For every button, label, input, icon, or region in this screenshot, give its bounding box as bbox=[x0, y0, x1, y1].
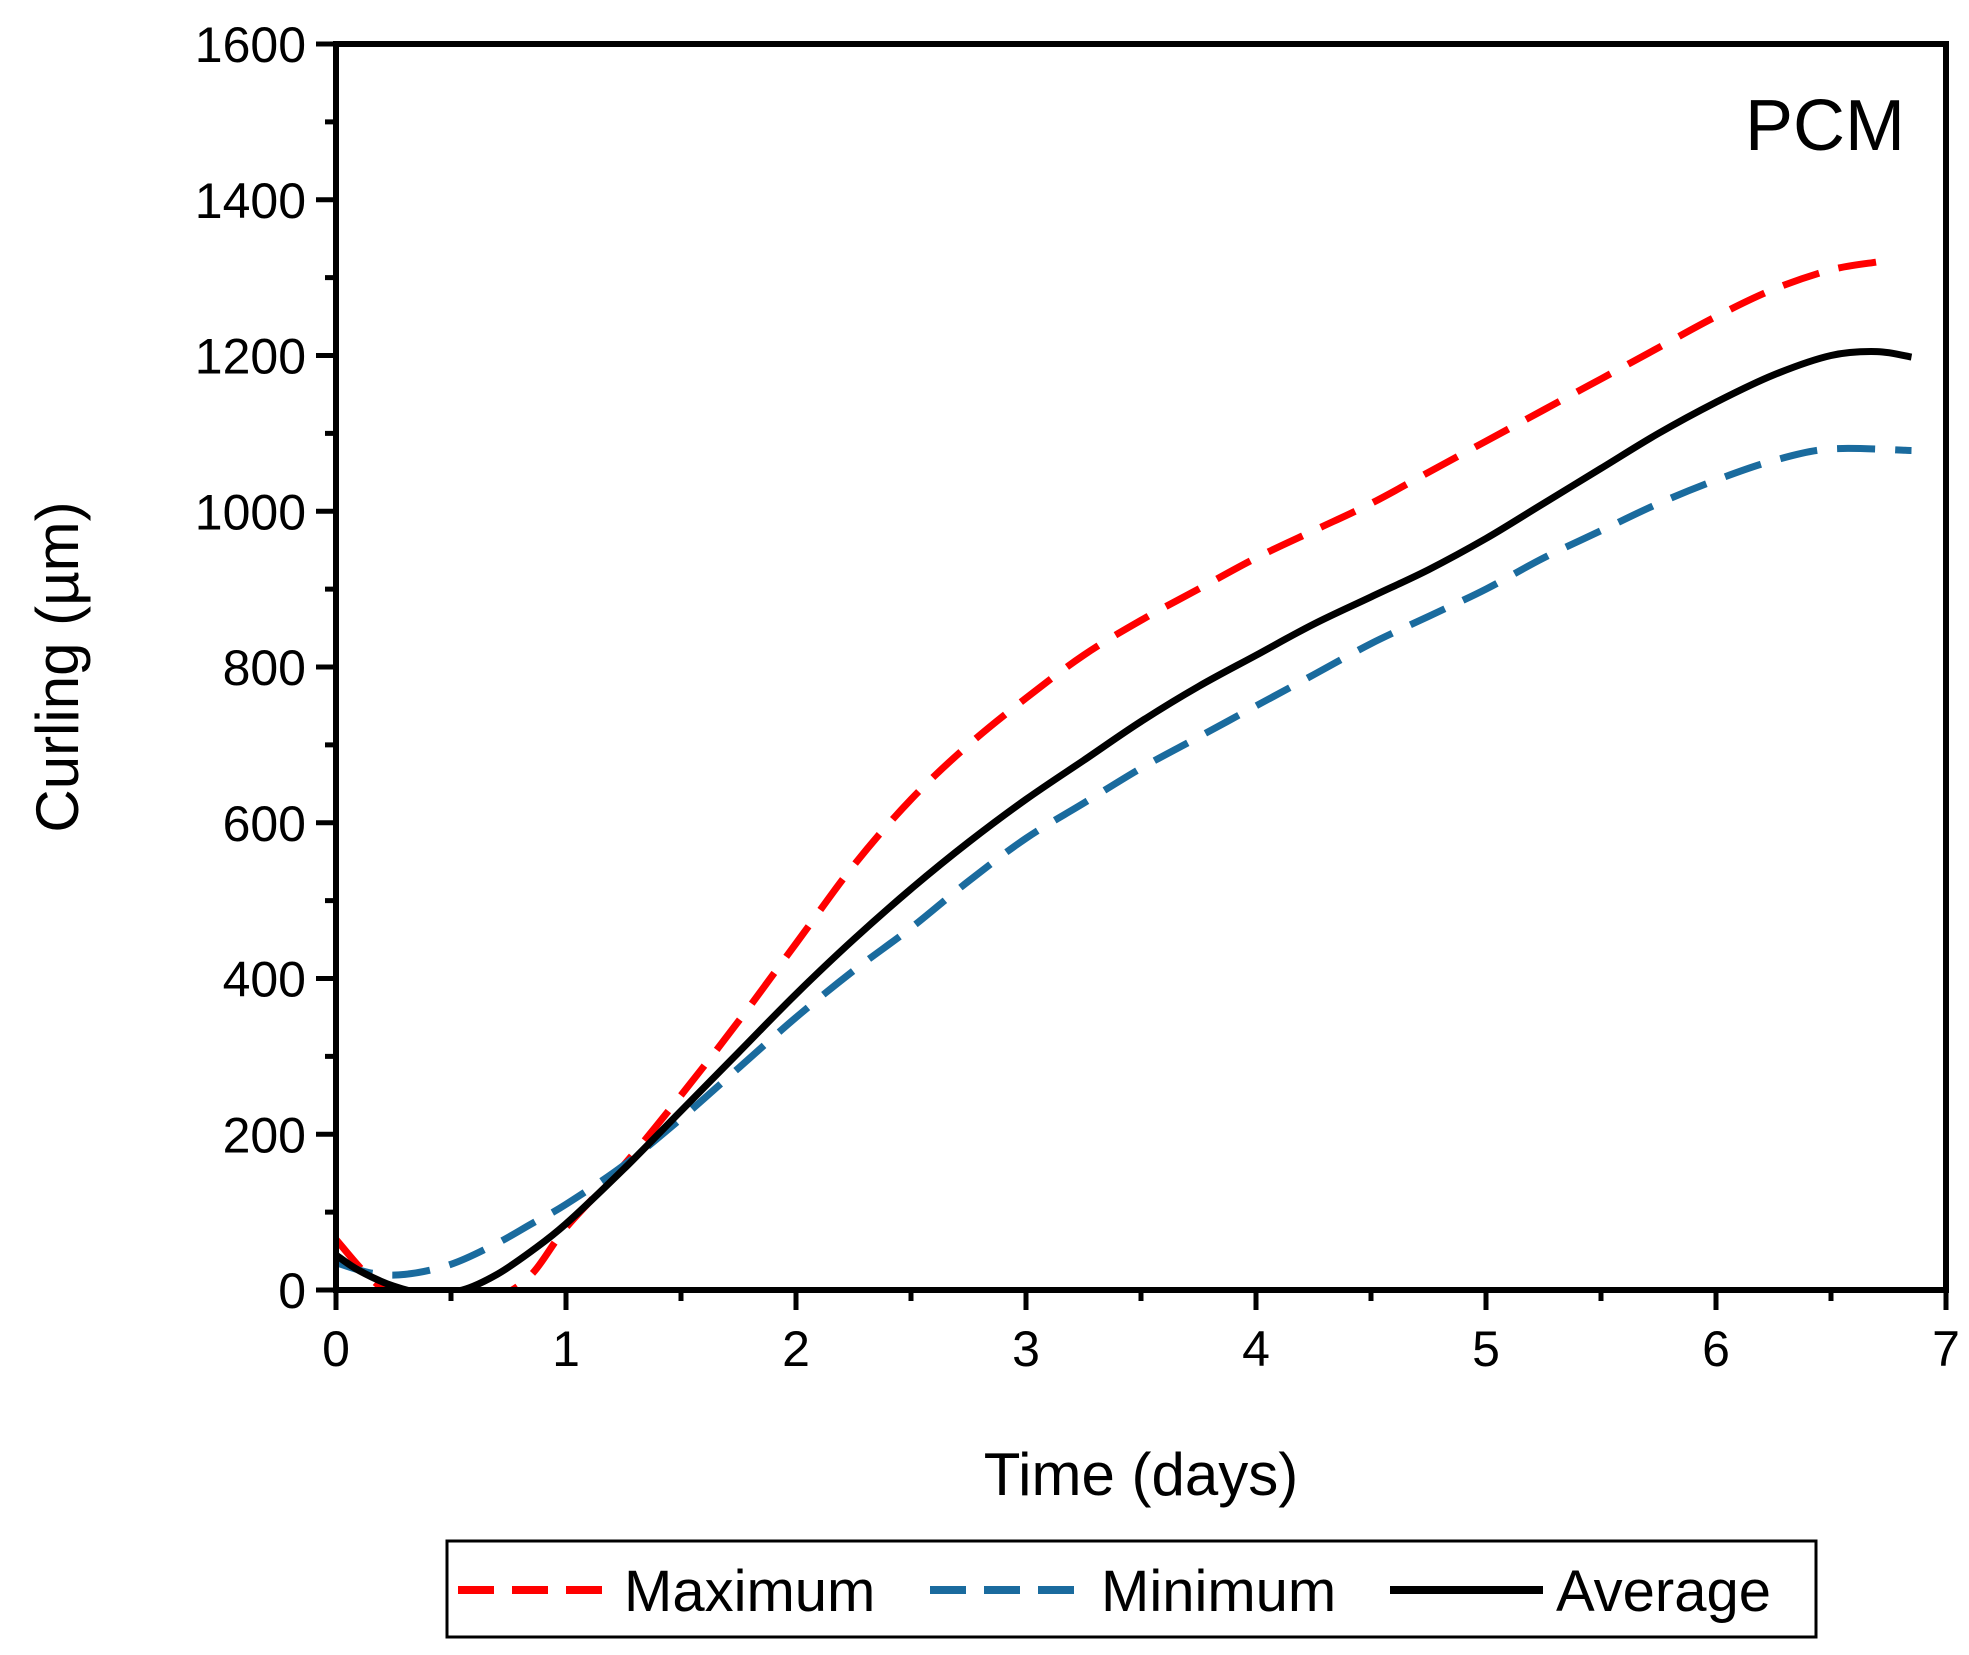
tick-marks bbox=[316, 41, 1949, 1310]
y-tick-label: 800 bbox=[223, 640, 306, 696]
plot-frame bbox=[333, 41, 1949, 1293]
y-tick-label: 200 bbox=[223, 1107, 306, 1163]
x-tick-label: 0 bbox=[322, 1321, 350, 1377]
y-tick-label: 1400 bbox=[195, 173, 306, 229]
x-tick-label: 1 bbox=[552, 1321, 580, 1377]
y-tick-label: 1000 bbox=[195, 484, 306, 540]
x-axis-title: Time (days) bbox=[984, 1441, 1298, 1508]
legend-label-minimum: Minimum bbox=[1101, 1559, 1336, 1624]
series-line-maximum bbox=[336, 258, 1878, 1290]
series-line-average bbox=[336, 348, 1913, 1290]
series-line-minimum bbox=[336, 444, 1912, 1279]
y-tick-label: 0 bbox=[278, 1263, 306, 1319]
y-tick-label: 1600 bbox=[195, 17, 306, 73]
legend-label-average: Average bbox=[1556, 1559, 1771, 1624]
legend: Maximum Minimum Average bbox=[445, 1539, 1818, 1639]
chart-annotation: PCM bbox=[1745, 86, 1905, 166]
series-layer bbox=[336, 258, 1913, 1290]
x-tick-label: 5 bbox=[1472, 1321, 1500, 1377]
y-tick-label: 600 bbox=[223, 796, 306, 852]
legend-box bbox=[445, 1539, 1818, 1639]
x-tick-label: 7 bbox=[1932, 1321, 1960, 1377]
legend-label-maximum: Maximum bbox=[624, 1559, 875, 1624]
y-axis-title: Curling (µm) bbox=[24, 501, 91, 832]
x-tick-label: 3 bbox=[1012, 1321, 1040, 1377]
tick-labels: 0 1 2 3 4 5 6 7 0 200 400 600 800 1000 1200 1400 1600 bbox=[195, 17, 1960, 1377]
y-tick-label: 400 bbox=[223, 952, 306, 1008]
y-tick-label: 1200 bbox=[195, 329, 306, 385]
x-tick-label: 6 bbox=[1702, 1321, 1730, 1377]
x-tick-label: 2 bbox=[782, 1321, 810, 1377]
x-tick-label: 4 bbox=[1242, 1321, 1270, 1377]
